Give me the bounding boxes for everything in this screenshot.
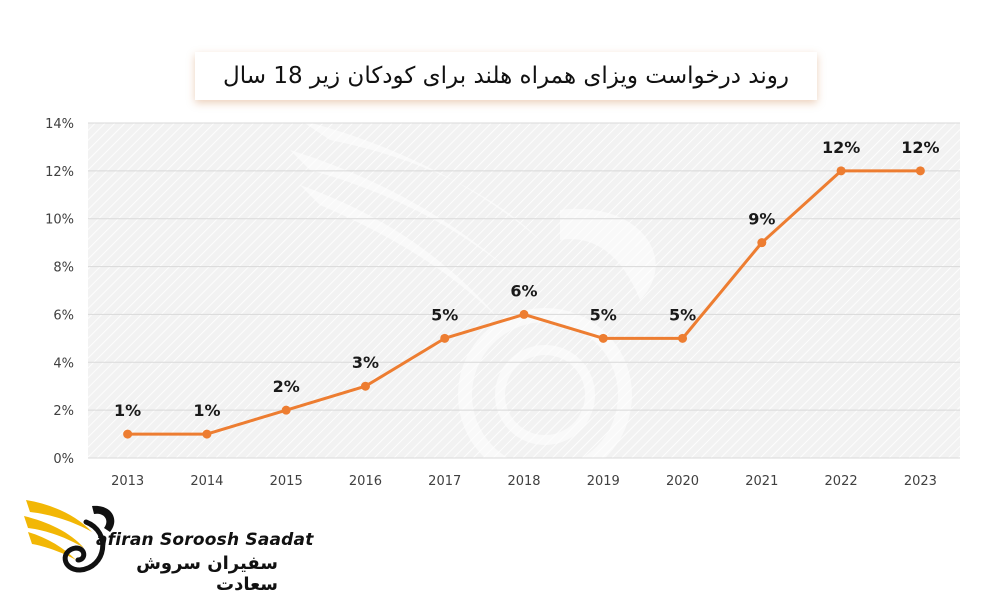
y-tick-label: 6% <box>53 308 74 323</box>
company-logo <box>24 500 115 573</box>
y-tick-label: 12% <box>45 165 74 180</box>
swan-watermark-icon <box>290 120 656 482</box>
y-tick-label: 8% <box>53 261 74 276</box>
y-tick-label: 10% <box>45 213 74 228</box>
data-label: 6% <box>510 281 537 300</box>
data-label: 5% <box>590 305 617 324</box>
logo-name-en: afiran Soroosh Saadat <box>96 530 314 550</box>
x-tick-label: 2021 <box>745 474 778 489</box>
data-point <box>360 381 370 391</box>
y-tick-label: 14% <box>45 117 74 132</box>
x-tick-label: 2017 <box>428 474 461 489</box>
data-point <box>598 333 608 343</box>
data-label: 3% <box>352 353 379 372</box>
data-point <box>202 429 212 439</box>
data-point <box>678 333 688 343</box>
x-tick-label: 2013 <box>111 474 144 489</box>
x-tick-label: 2016 <box>349 474 382 489</box>
data-label: 5% <box>669 305 696 324</box>
data-point <box>123 429 133 439</box>
y-tick-label: 0% <box>53 452 74 467</box>
x-tick-label: 2019 <box>587 474 620 489</box>
x-tick-label: 2018 <box>507 474 540 489</box>
data-label: 12% <box>822 138 860 157</box>
x-tick-label: 2022 <box>825 474 858 489</box>
x-tick-label: 2014 <box>190 474 223 489</box>
data-point <box>836 166 846 176</box>
chart-title-box: روند درخواست ویزای همراه هلند برای کودکا… <box>195 52 817 100</box>
data-point <box>440 333 450 343</box>
data-label: 1% <box>193 401 220 420</box>
logo-name-fa: سفیران سروش سعادت <box>136 553 278 595</box>
y-tick-label: 4% <box>53 356 74 371</box>
data-label: 5% <box>431 305 458 324</box>
data-point <box>757 238 767 248</box>
chart-title: روند درخواست ویزای همراه هلند برای کودکا… <box>223 63 789 89</box>
data-label: 12% <box>901 138 939 157</box>
x-tick-label: 2020 <box>666 474 699 489</box>
x-tick-label: 2023 <box>904 474 937 489</box>
data-label: 2% <box>273 377 300 396</box>
data-label: 1% <box>114 401 141 420</box>
data-point <box>519 309 529 319</box>
data-point <box>915 166 925 176</box>
y-tick-label: 2% <box>53 404 74 419</box>
data-point <box>281 405 291 415</box>
x-tick-label: 2015 <box>270 474 303 489</box>
plot-area-hatch <box>88 123 960 458</box>
data-label: 9% <box>748 210 775 229</box>
swan-icon <box>24 500 115 573</box>
